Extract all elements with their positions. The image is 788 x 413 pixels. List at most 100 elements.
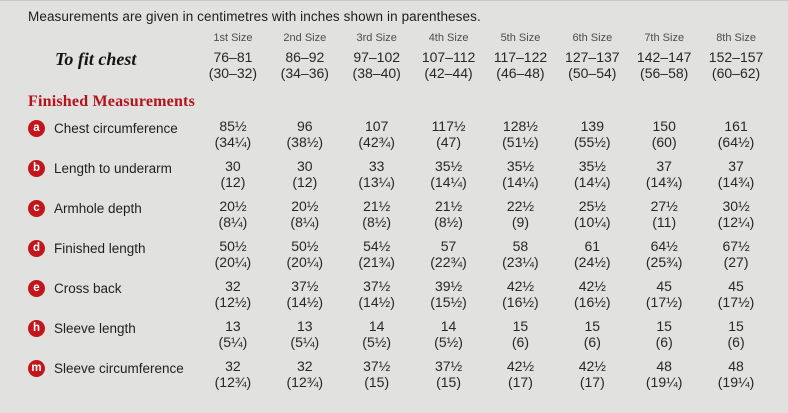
row-label-cell: b Length to underarm (28, 159, 197, 177)
measurement-value: 42½ (17) (485, 358, 557, 390)
value-inches: (14¼) (502, 173, 539, 190)
measurement-value: 48 (19¼) (628, 358, 700, 390)
measurement-value: 33 (13¼) (341, 158, 413, 190)
value-inches: (8½) (434, 213, 463, 230)
value-cm: 50½ (291, 238, 319, 254)
value-cm: 30½ (722, 198, 750, 214)
value-inches: (50–54) (568, 64, 617, 81)
row-label: Armhole depth (54, 201, 142, 216)
row-label-cell: a Chest circumference (28, 119, 197, 137)
measurement-value: 45 (17½) (700, 278, 772, 310)
measurement-value: 30½ (12¼) (700, 198, 772, 230)
measurement-row-c: c Armhole depth 20½ (8¼) 20½ (8¼) 21½ (8½) 21½ (8… (28, 198, 772, 230)
value-cm: 107 (365, 118, 389, 134)
value-inches: (60–62) (711, 64, 761, 81)
to-fit-chest-label: To fit chest (55, 49, 137, 69)
value-cm: 25½ (578, 198, 606, 214)
value-inches: (12¾) (286, 373, 324, 390)
measurement-row-e: e Cross back 32 (12½) 37½ (14½) 37½ (14½) 39½ (15… (28, 278, 772, 310)
value-cm: 117–122 (493, 49, 548, 65)
row-key-badge: d (28, 240, 45, 257)
value-inches: (17½) (645, 293, 683, 310)
to-fit-value: 152–157 (60–62) (700, 49, 772, 81)
value-inches: (24½) (574, 253, 611, 270)
value-inches: (30–32) (208, 64, 258, 81)
measurement-value: 67½ (27) (700, 238, 772, 270)
value-inches: (34–36) (280, 64, 329, 81)
value-cm: 37½ (363, 358, 391, 374)
measurement-value: 58 (23¼) (485, 238, 557, 270)
measurement-note: Measurements are given in centimetres wi… (28, 9, 481, 24)
measurement-value: 96 (38½) (269, 118, 341, 150)
measurement-value: 15 (6) (628, 318, 700, 350)
value-inches: (8½) (362, 213, 392, 230)
value-inches: (11) (652, 213, 677, 230)
value-cm: 45 (728, 278, 744, 294)
to-fit-chest-row: To fit chest 76–81 (30–32) 86–92 (34–36) 97–… (28, 49, 772, 81)
measurement-row-d: d Finished length 50½ (20¼) 50½ (20¼) 54½ (21¾)… (28, 238, 772, 270)
value-inches: (51½) (502, 133, 539, 150)
value-cm: 96 (297, 118, 313, 134)
value-inches: (6) (583, 333, 601, 350)
value-inches: (55½) (574, 133, 611, 150)
row-label-cell: d Finished length (28, 239, 197, 257)
value-cm: 35½ (506, 158, 535, 174)
value-cm: 76–81 (213, 49, 253, 65)
value-cm: 142–147 (636, 49, 692, 65)
size-header-1: 1st Size (213, 32, 253, 44)
size-header-6: 6th Size (572, 32, 613, 44)
value-cm: 22½ (506, 198, 535, 214)
measurement-value: 39½ (15½) (413, 278, 485, 310)
value-inches: (16½) (502, 293, 539, 310)
value-inches: (9) (511, 213, 529, 230)
value-cm: 54½ (363, 238, 391, 254)
row-label: Length to underarm (54, 161, 172, 176)
measurement-value: 14 (5½) (341, 318, 413, 350)
to-fit-value: 142–147 (56–58) (628, 49, 700, 81)
size-header-5: 5th Size (500, 32, 541, 44)
value-inches: (42–44) (424, 64, 473, 81)
value-cm: 42½ (506, 358, 535, 374)
measurement-value: 22½ (9) (485, 198, 557, 230)
measurement-value: 20½ (8¼) (197, 198, 269, 230)
value-inches: (47) (436, 133, 462, 150)
value-cm: 139 (580, 118, 604, 134)
value-cm: 15 (512, 318, 529, 334)
to-fit-value: 76–81 (30–32) (197, 49, 269, 81)
value-inches: (12½) (214, 293, 252, 310)
measurement-value: 32 (12½) (197, 278, 269, 310)
value-cm: 39½ (434, 278, 463, 294)
value-inches: (14¾) (645, 173, 683, 190)
to-fit-value: 107–112 (42–44) (413, 49, 485, 81)
value-inches: (5½) (362, 333, 392, 350)
value-inches: (5½) (434, 333, 463, 350)
value-cm: 21½ (363, 198, 391, 214)
size-header-row: 1st Size 2nd Size 3rd Size 4th Size 5th Size… (28, 32, 772, 44)
measurement-row-b: b Length to underarm 30 (12) 30 (12) 33 (13¼) 35… (28, 158, 772, 190)
value-inches: (23¼) (502, 253, 539, 270)
value-inches: (38½) (286, 133, 324, 150)
section-title: Finished Measurements (28, 93, 196, 110)
measurement-value: 161 (64½) (700, 118, 772, 150)
measurement-value: 128½ (51½) (485, 118, 557, 150)
value-cm: 15 (728, 318, 744, 334)
value-cm: 32 (225, 278, 241, 294)
value-cm: 67½ (722, 238, 750, 254)
measurement-value: 42½ (17) (556, 358, 628, 390)
measurement-value: 45 (17½) (628, 278, 700, 310)
value-inches: (22¾) (430, 253, 467, 270)
value-inches: (15) (436, 373, 462, 390)
value-inches: (27) (723, 253, 749, 270)
row-key-badge: m (28, 360, 45, 377)
measurement-value: 14 (5½) (413, 318, 485, 350)
measurement-value: 32 (12¾) (269, 358, 341, 390)
measurement-value: 139 (55½) (556, 118, 628, 150)
row-label: Chest circumference (54, 121, 178, 136)
value-inches: (19¼) (645, 373, 683, 390)
value-inches: (56–58) (640, 64, 689, 81)
value-inches: (60) (651, 133, 677, 150)
measurement-value: 117½ (47) (413, 118, 485, 150)
size-header-4: 4th Size (428, 32, 469, 44)
value-inches: (12) (292, 173, 318, 190)
